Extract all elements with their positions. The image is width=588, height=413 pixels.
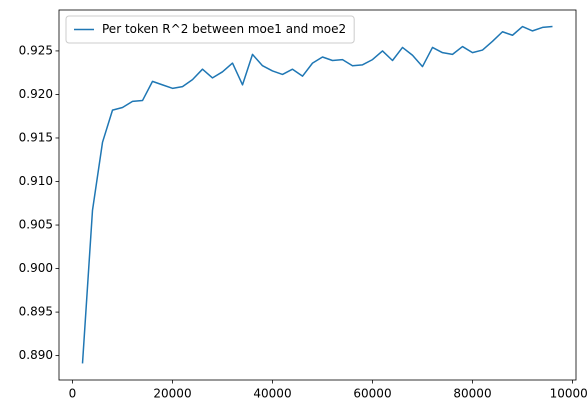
- plot-area: [81, 25, 553, 364]
- x-tick-label: 0: [69, 387, 77, 401]
- y-tick-label: 0.890: [19, 348, 53, 362]
- legend-label: Per token R^2 between moe1 and moe2: [102, 22, 346, 36]
- y-tick-label: 0.920: [19, 87, 53, 101]
- legend-box: [65, 15, 355, 44]
- legend: Per token R^2 between moe1 and moe2: [65, 15, 355, 44]
- y-tick-label: 0.915: [19, 130, 53, 144]
- x-tick-label: 20000: [153, 387, 191, 401]
- x-tick-label: 60000: [353, 387, 391, 401]
- data-line: [81, 25, 553, 364]
- y-tick-label: 0.900: [19, 261, 53, 275]
- y-tick-label: 0.905: [19, 218, 53, 232]
- x-tick-label: 80000: [453, 387, 491, 401]
- y-tick-label: 0.910: [19, 174, 53, 188]
- y-tick-label: 0.895: [19, 305, 53, 319]
- y-tick-label: 0.925: [19, 43, 53, 57]
- x-tick-label: 40000: [253, 387, 291, 401]
- axes-frame: [58, 9, 577, 381]
